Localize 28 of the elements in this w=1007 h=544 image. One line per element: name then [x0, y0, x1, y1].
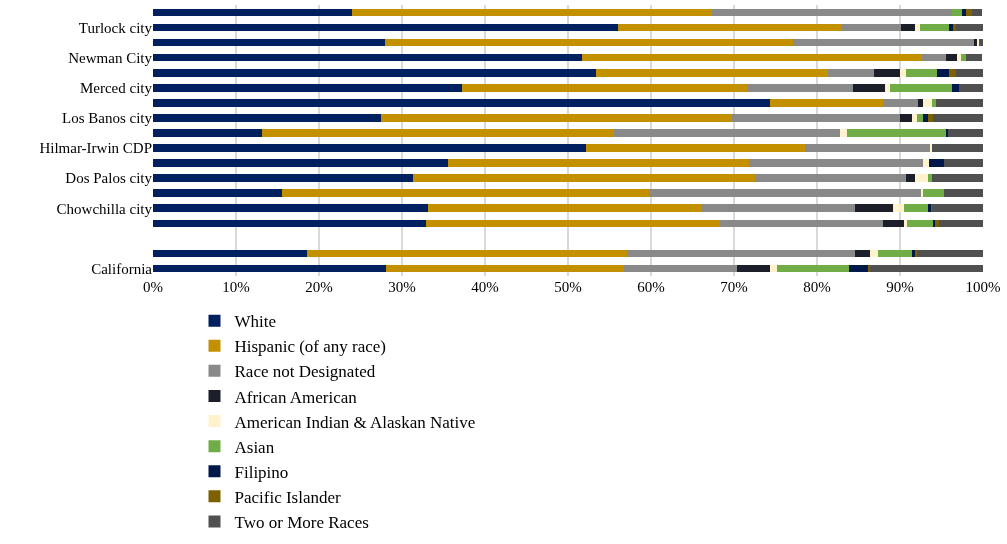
x-tick-label: 60% [637, 279, 665, 295]
legend-label: African American [234, 387, 358, 407]
x-tick-label: 10% [222, 279, 250, 295]
y-tick-label: Hilmar-Irwin CDP [39, 140, 152, 157]
x-tick-label: 90% [886, 279, 914, 295]
y-tick-label: Chowchilla city [56, 200, 153, 217]
x-tick-label: 30% [388, 279, 416, 295]
x-tick-label: 40% [471, 279, 499, 295]
y-tick-label: California [91, 260, 153, 277]
y-tick-label: Los Banos city [62, 110, 153, 127]
x-tick-label: 20% [305, 279, 333, 295]
legend-label: White [234, 312, 277, 332]
legend-label: Pacific Islander [234, 487, 342, 507]
y-tick-label: Merced city [79, 80, 153, 97]
legend-label: American Indian & Alaskan Native [234, 412, 476, 432]
x-tick-label: 0% [143, 279, 163, 295]
legend-label: Two or More Races [234, 513, 369, 533]
x-tick-label: 50% [554, 279, 582, 295]
y-tick-label: Turlock city [78, 19, 153, 36]
legend-label: Hispanic (of any race) [234, 337, 387, 357]
y-tick-label: Dos Palos city [65, 170, 153, 187]
x-tick-label: 70% [720, 279, 748, 295]
x-tick-label: 80% [803, 279, 831, 295]
legend-label: Filipino [234, 462, 289, 482]
x-tick-label: 100% [965, 279, 1001, 295]
legend-label: Asian [234, 437, 275, 457]
legend-label: Race not Designated [234, 362, 376, 382]
y-tick-label: Newman City [68, 49, 153, 66]
